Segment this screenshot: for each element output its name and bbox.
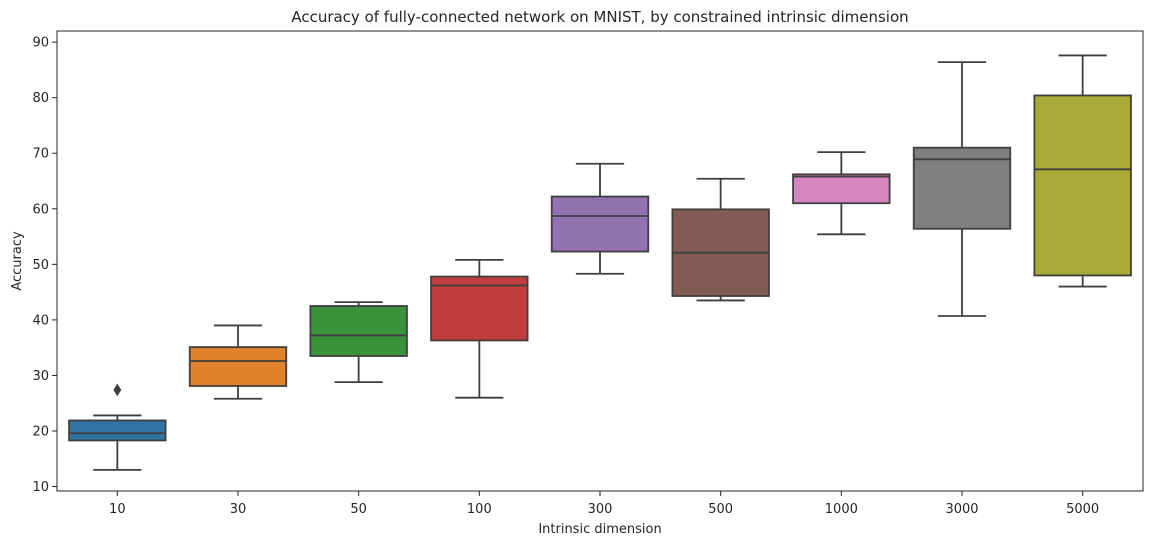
box-300 xyxy=(550,162,650,275)
y-tick-label: 30 xyxy=(32,369,49,384)
y-axis-label: Accuracy xyxy=(10,231,25,291)
iqr-box xyxy=(1033,94,1132,277)
x-tick-label: 300 xyxy=(588,502,613,517)
y-tick-label: 90 xyxy=(32,36,49,51)
box-10 xyxy=(68,383,167,471)
box-1000 xyxy=(792,151,891,236)
chart-title: Accuracy of fully-connected network on M… xyxy=(291,8,908,26)
iqr-box xyxy=(550,195,650,253)
x-tick-label: 100 xyxy=(467,502,492,517)
x-tick-label: 1000 xyxy=(825,502,858,517)
box-5000 xyxy=(1033,54,1132,288)
x-axis-label: Intrinsic dimension xyxy=(538,522,661,537)
x-tick-label: 50 xyxy=(350,502,367,517)
x-tick-label: 3000 xyxy=(945,502,978,517)
box-3000 xyxy=(912,61,1012,317)
y-tick-label: 70 xyxy=(32,147,49,162)
outlier-point xyxy=(113,383,122,397)
y-tick-label: 80 xyxy=(32,91,49,106)
iqr-box xyxy=(912,146,1012,230)
x-tick-label: 500 xyxy=(708,502,733,517)
iqr-box xyxy=(68,419,167,442)
y-tick-label: 50 xyxy=(32,258,49,273)
x-tick-label: 5000 xyxy=(1066,502,1099,517)
x-axis: 10 30 50 100 300 500 1000 3000 5000 xyxy=(109,491,1099,517)
iqr-box xyxy=(309,305,408,357)
iqr-box xyxy=(430,275,529,342)
y-tick-label: 20 xyxy=(32,425,49,440)
iqr-box xyxy=(188,346,288,387)
y-tick-label: 10 xyxy=(32,480,49,495)
y-tick-label: 40 xyxy=(32,313,49,328)
y-tick-label: 60 xyxy=(32,202,49,217)
y-axis: 10 20 30 40 50 60 70 80 90 xyxy=(32,36,57,495)
box-500 xyxy=(671,177,770,302)
box-30 xyxy=(188,324,288,400)
x-tick-label: 30 xyxy=(230,502,247,517)
x-tick-label: 10 xyxy=(109,502,126,517)
plot-area xyxy=(68,54,1132,471)
iqr-box xyxy=(792,173,891,205)
box-100 xyxy=(430,258,529,399)
box-50 xyxy=(309,301,408,384)
